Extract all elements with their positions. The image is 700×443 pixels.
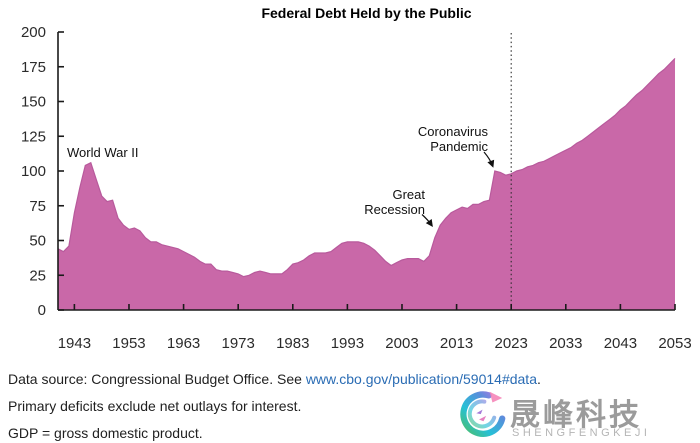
watermark-latin-name: SHENGFENGKEJI [512, 427, 651, 439]
arrow-down-right-icon [483, 151, 495, 168]
x-tick-label: 2003 [385, 335, 418, 352]
annotation-recession-line2: Recession [364, 202, 425, 217]
x-tick-label: 2033 [549, 335, 582, 352]
y-tick-label: 0 [38, 302, 46, 319]
x-tick-label: 1953 [112, 335, 145, 352]
x-tick-label: 2023 [495, 335, 528, 352]
watermark-chinese-name: 晟峰科技 [510, 399, 642, 432]
y-tick-label: 200 [21, 24, 46, 41]
x-tick-label: 1963 [167, 335, 200, 352]
y-tick-label: 25 [29, 267, 46, 284]
x-tick-label: 2013 [440, 335, 473, 352]
x-tick-label: 2053 [658, 335, 691, 352]
y-tick-label: 50 [29, 233, 46, 250]
x-tick-label: 1983 [276, 335, 309, 352]
chart-axes [57, 31, 676, 311]
x-tick-label: 2043 [604, 335, 637, 352]
y-tick-label: 75 [29, 198, 46, 215]
y-tick-label: 100 [21, 163, 46, 180]
annotation-great-recession: Great Recession [343, 187, 425, 217]
annotation-coronavirus-line1: Coronavirus [417, 124, 488, 139]
x-tick-label: 1973 [221, 335, 254, 352]
y-tick-label: 125 [21, 128, 46, 145]
chart-title: Federal Debt Held by the Public [261, 5, 472, 21]
debt-area-series [57, 57, 676, 311]
x-tick-label: 1943 [58, 335, 91, 352]
annotation-coronavirus-pandemic: Coronavirus Pandemic [388, 124, 488, 154]
footnote-data-source: Data source: Congressional Budget Office… [8, 366, 541, 393]
footnote-primary-deficits: Primary deficits exclude net outlays for… [8, 398, 302, 414]
annotation-recession-line1: Great [392, 187, 425, 202]
footnote-source-period: . [536, 371, 541, 387]
axis-tick-labels: 0 25 50 75 100 125 150 175 200 1943 1953 1963 1973 19… [21, 24, 692, 352]
footnote-source-text: Data source: Congressional Budget Office… [8, 371, 306, 387]
annotation-coronavirus-line2: Pandemic [430, 139, 488, 154]
annotation-world-war-2: World War II [67, 145, 139, 160]
debt-area-chart: 0 25 50 75 100 125 150 175 200 1943 1953 1963 1973 19… [21, 24, 692, 352]
footnote-gdp-definition: GDP = gross domestic product. [8, 425, 203, 441]
arrow-down-right-icon [421, 214, 433, 227]
cbo-publication-link[interactable]: www.cbo.gov/publication/59014#data [305, 371, 537, 387]
shengfeng-swirl-logo-icon [460, 391, 506, 437]
x-tick-label: 1993 [331, 335, 364, 352]
chart-footnotes: Data source: Congressional Budget Office… [8, 366, 541, 443]
y-tick-label: 150 [21, 94, 46, 111]
y-tick-label: 175 [21, 59, 46, 76]
watermark: 晟峰科技 SHENGFENGKEJI [448, 386, 698, 442]
